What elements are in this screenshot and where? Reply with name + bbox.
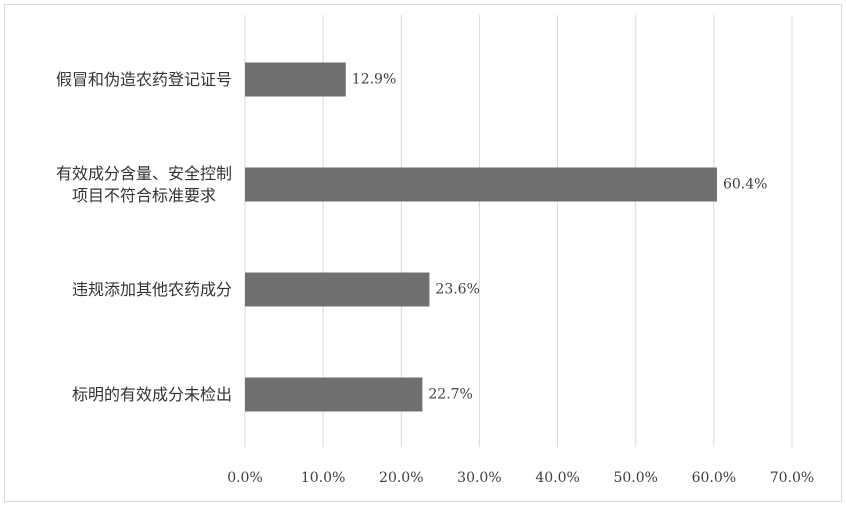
data-label: 60.4% — [723, 177, 767, 193]
x-tick-label: 0.0% — [227, 470, 263, 486]
bar — [245, 272, 430, 307]
x-tick-label: 60.0% — [692, 470, 736, 486]
x-tick-label: 50.0% — [613, 470, 657, 486]
data-label: 12.9% — [352, 72, 396, 88]
x-tick-label: 20.0% — [379, 470, 423, 486]
bar — [245, 62, 346, 97]
x-tick-label: 10.0% — [301, 470, 345, 486]
y-tick-label: 违规添加其他农药成分 — [71, 279, 232, 299]
chart-border — [4, 4, 842, 502]
data-label: 22.7% — [428, 387, 472, 403]
bar — [245, 377, 423, 412]
data-label: 23.6% — [435, 282, 479, 298]
x-tick-label: 70.0% — [770, 470, 814, 486]
x-tick-label: 40.0% — [535, 470, 579, 486]
y-tick-label: 假冒和伪造农药登记证号 — [55, 69, 232, 89]
y-tick-label: 有效成分含量、安全控制 项目不符合标准要求 — [55, 163, 232, 205]
y-tick-label: 标明的有效成分未检出 — [71, 384, 232, 404]
bar — [245, 167, 717, 202]
x-tick-label: 30.0% — [457, 470, 501, 486]
